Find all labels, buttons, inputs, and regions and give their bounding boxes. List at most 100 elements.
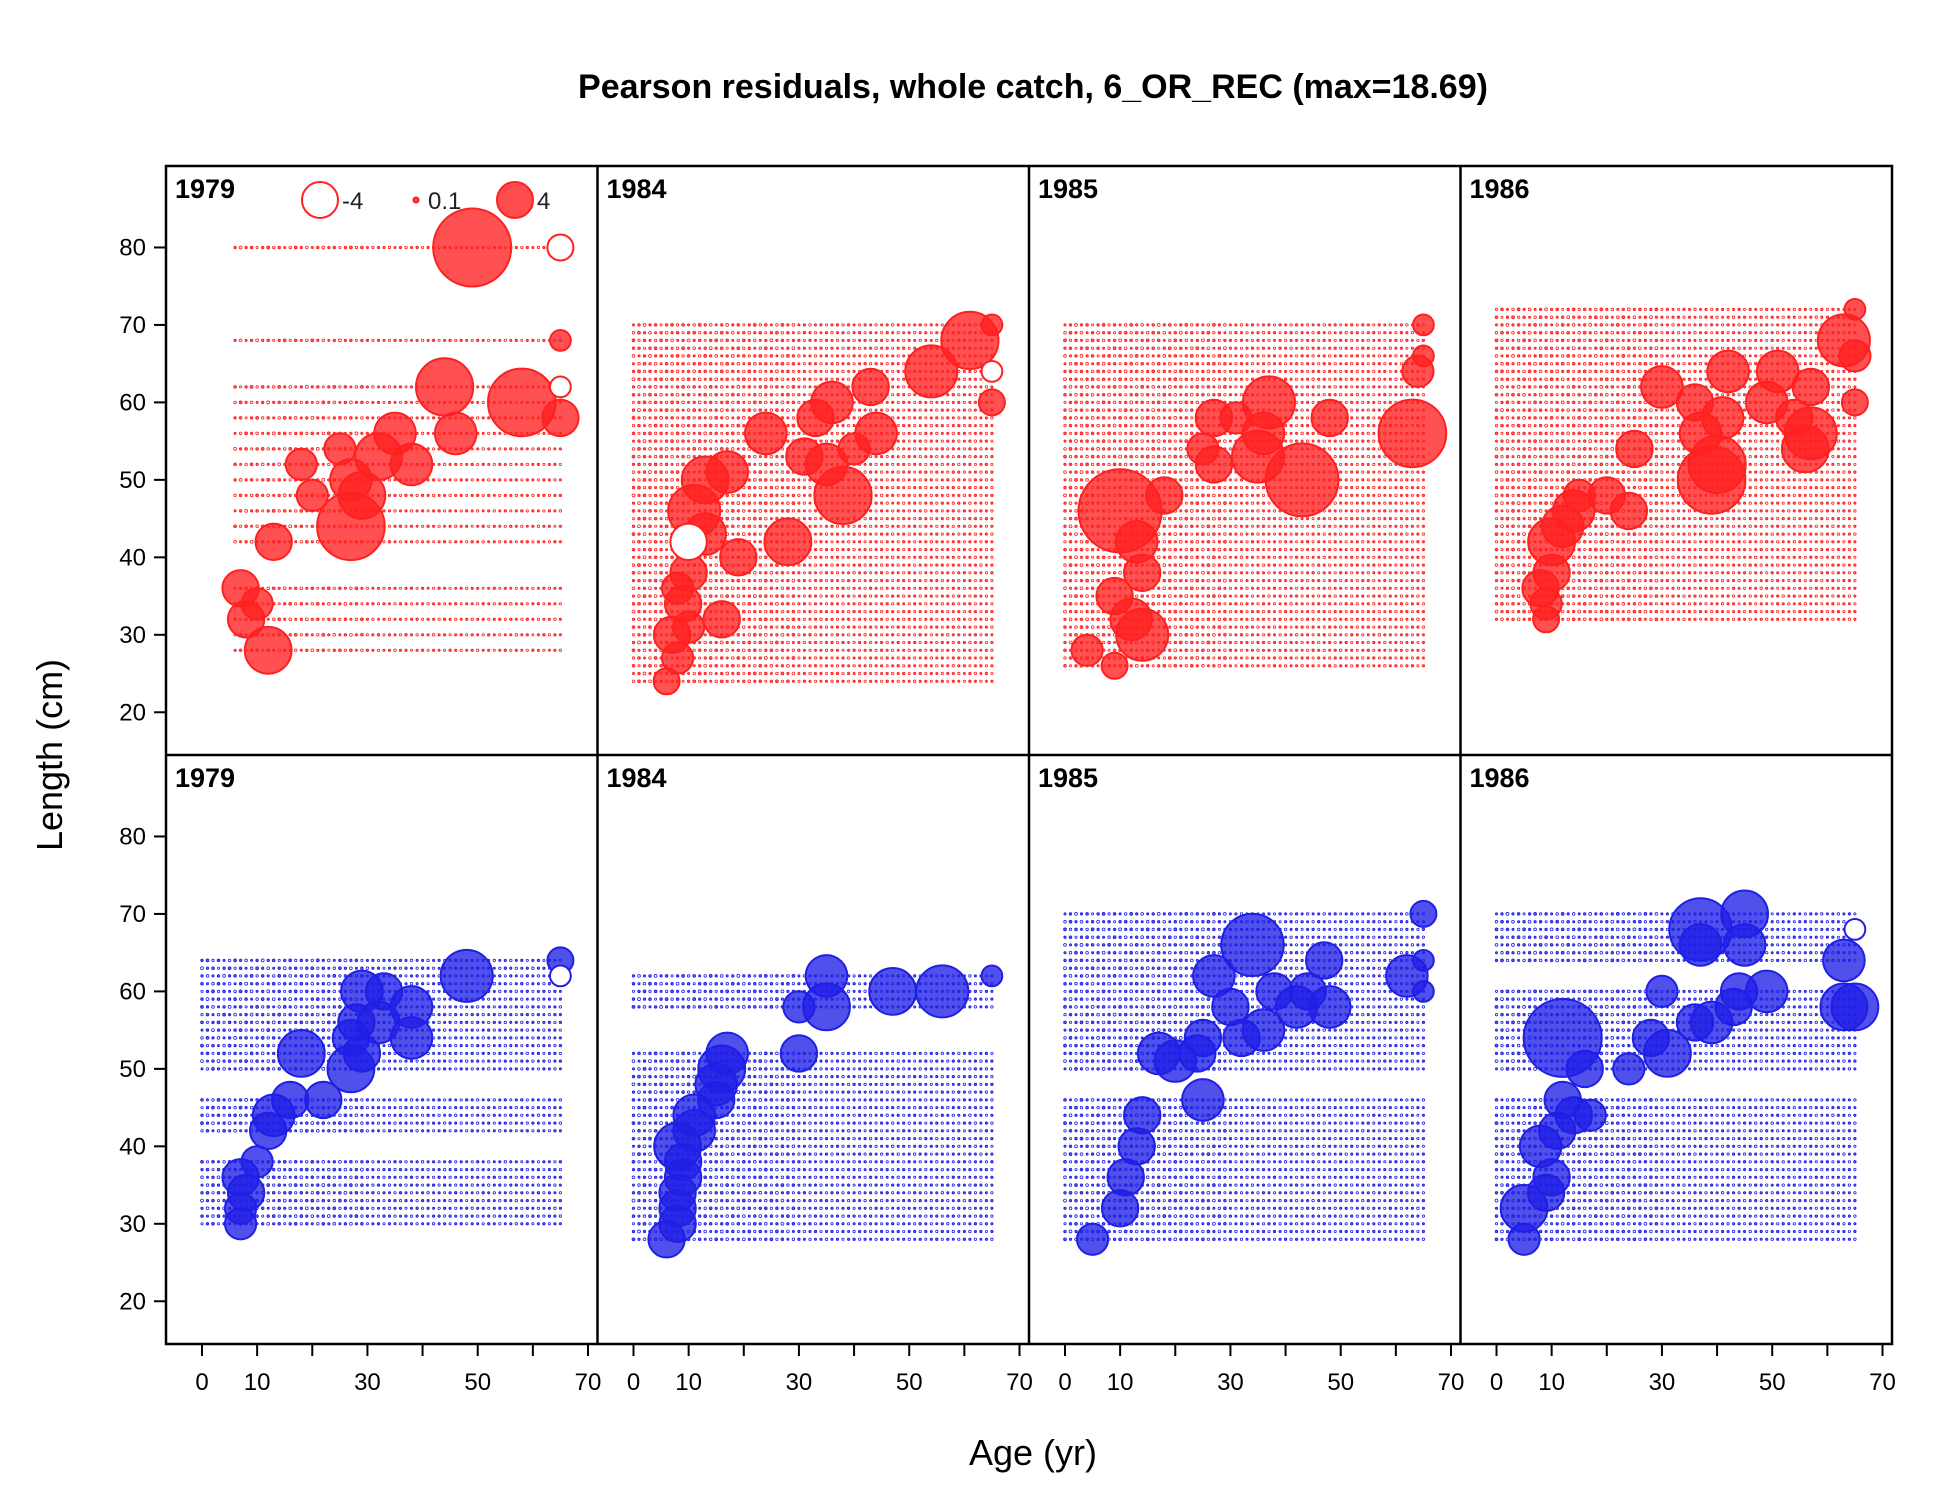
residual-dot	[797, 393, 801, 397]
residual-dot	[1306, 625, 1310, 629]
residual-dot	[935, 625, 939, 629]
residual-dot	[1074, 594, 1078, 598]
residual-dot	[940, 478, 944, 482]
residual-dot	[681, 346, 685, 351]
residual-dot	[665, 455, 669, 459]
residual-dot	[1228, 594, 1232, 598]
residual-dot	[1206, 617, 1211, 622]
residual-dot	[1416, 610, 1420, 614]
residual-dot	[631, 485, 636, 490]
residual-dot	[709, 408, 713, 412]
residual-dot	[786, 594, 790, 598]
residual-dot	[354, 633, 358, 637]
residual-dot	[255, 338, 259, 343]
residual-dot	[753, 408, 757, 412]
residual-dot	[857, 578, 862, 583]
residual-dot	[1399, 633, 1403, 637]
residual-dot	[536, 602, 541, 606]
residual-dot	[487, 478, 491, 482]
residual-dot	[880, 633, 884, 637]
residual-dot	[233, 509, 237, 513]
residual-dot	[343, 400, 348, 405]
residual-dot	[404, 245, 408, 250]
residual-dot	[880, 617, 884, 621]
residual-dot	[454, 338, 458, 342]
residual-dot	[984, 532, 988, 536]
residual-dot	[907, 424, 911, 428]
residual-dot	[913, 485, 917, 490]
residual-dot	[946, 594, 950, 598]
residual-dot	[852, 656, 856, 660]
residual-dot	[470, 617, 474, 621]
residual-dot	[503, 648, 507, 652]
residual-dot	[426, 586, 430, 590]
residual-dot	[365, 633, 369, 637]
residual-dot	[880, 517, 884, 521]
residual-dot	[1256, 656, 1260, 660]
residual-dot	[764, 516, 768, 521]
residual-dot	[492, 602, 496, 606]
residual-dot	[896, 610, 900, 614]
residual-dot	[1339, 609, 1343, 614]
residual-dot	[503, 447, 507, 451]
residual-dot	[1278, 594, 1282, 598]
residual-dot	[332, 385, 337, 389]
residual-dot	[1350, 594, 1354, 598]
residual-dot	[918, 540, 922, 544]
residual-dot	[891, 393, 895, 397]
residual-dot	[509, 540, 513, 544]
residual-dot	[481, 416, 485, 420]
residual-dot	[940, 501, 944, 505]
residual-dot	[459, 617, 463, 621]
residual-dot	[736, 447, 740, 451]
residual-dot	[951, 431, 955, 436]
residual-dot	[681, 331, 685, 335]
residual-dot	[857, 640, 862, 645]
residual-dot	[929, 516, 933, 521]
residual-dot	[659, 392, 663, 397]
residual-dot	[676, 377, 680, 381]
residual-dot	[1179, 578, 1183, 583]
residual-bubble	[221, 569, 260, 608]
residual-dot	[692, 330, 697, 335]
residual-dot	[951, 478, 955, 482]
residual-dot	[924, 447, 928, 451]
residual-dot	[874, 331, 878, 335]
residual-dot	[631, 392, 636, 397]
residual-dot	[841, 571, 845, 575]
residual-dot	[664, 385, 669, 389]
residual-dot	[1234, 640, 1238, 645]
residual-dot	[918, 493, 922, 498]
residual-dot	[902, 400, 906, 405]
residual-dot	[736, 408, 740, 412]
residual-dot	[643, 462, 647, 466]
residual-dot	[869, 571, 873, 575]
residual-dot	[1289, 594, 1293, 598]
residual-dot	[786, 346, 790, 350]
residual-dot	[824, 679, 829, 683]
residual-dot	[797, 609, 801, 614]
residual-dot	[951, 679, 955, 683]
residual-dot	[648, 400, 652, 404]
residual-dot	[753, 501, 757, 505]
residual-dot	[525, 509, 529, 513]
residual-dot	[404, 400, 408, 405]
residual-dot	[1190, 617, 1194, 621]
residual-dot	[1173, 625, 1178, 629]
residual-dot	[255, 431, 259, 436]
residual-dot	[1366, 664, 1370, 668]
residual-dot	[249, 338, 254, 343]
residual-dot	[476, 648, 480, 652]
residual-dot	[896, 602, 900, 606]
residual-dot	[1223, 602, 1227, 606]
residual-dot	[929, 656, 933, 660]
residual-dot	[929, 617, 933, 621]
residual-dot	[708, 555, 713, 560]
residual-dot	[326, 586, 331, 591]
residual-dot	[1278, 602, 1282, 606]
residual-dot	[697, 400, 702, 405]
residual-dot	[338, 416, 342, 420]
residual-dot	[896, 400, 900, 404]
residual-dot	[830, 431, 834, 435]
residual-dot	[819, 516, 823, 521]
